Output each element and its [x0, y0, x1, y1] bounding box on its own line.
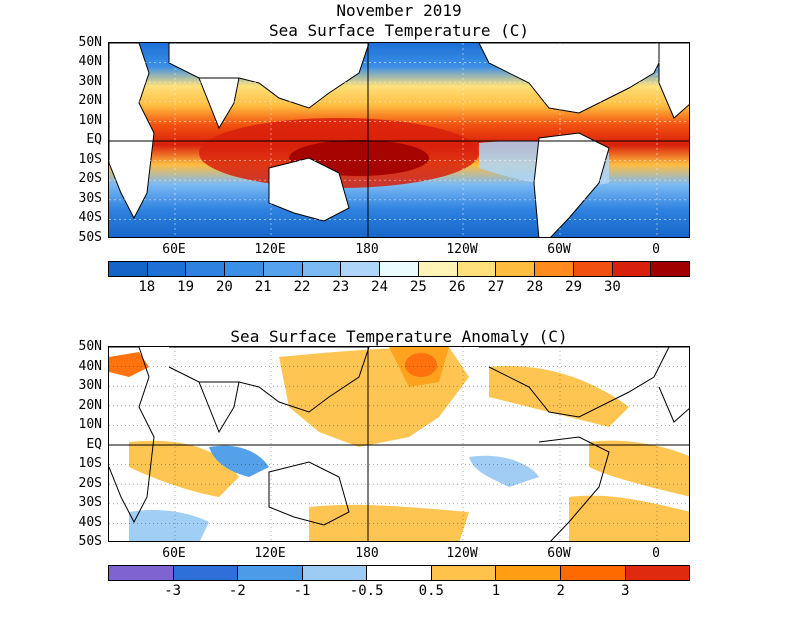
top-title-line1: November 2019 — [336, 1, 462, 20]
bottom-title: Sea Surface Temperature Anomaly (C) — [230, 327, 568, 346]
top-ylabel-10S: 10S — [78, 152, 102, 167]
top-xlabel-180: 180 — [355, 242, 379, 257]
sst-colorbar-label: 30 — [603, 279, 621, 295]
anomaly-colorbar-swatch — [625, 566, 690, 580]
sst-colorbar-swatch — [535, 262, 574, 276]
bottom-xlabel-120E: 120E — [254, 546, 286, 561]
anomaly-colorbar-label: 2 — [556, 583, 565, 599]
sst-colorbar-swatch — [225, 262, 264, 276]
top-ylabel-30S: 30S — [78, 191, 102, 206]
top-ylabel-20S: 20S — [78, 171, 102, 186]
anomaly-colorbar-swatch — [173, 566, 239, 580]
sst-colorbar — [108, 261, 690, 277]
anomaly-colorbar-label: 3 — [621, 583, 630, 599]
top-ylabel-50S: 50S — [78, 230, 102, 245]
top-xlabel-60E: 60E — [162, 242, 186, 257]
sst-colorbar-label: 19 — [177, 279, 195, 295]
anomaly-colorbar-swatch — [496, 566, 561, 580]
sst-colorbar-label: 22 — [293, 279, 311, 295]
sst-anomaly-map — [108, 346, 690, 542]
bottom-ylabel-20S: 20S — [78, 476, 102, 491]
bottom-ylabel-30S: 30S — [78, 495, 102, 510]
sst-colorbar-swatch — [302, 262, 342, 276]
sst-colorbar-swatch — [147, 262, 187, 276]
bottom-ylabel-20N: 20N — [78, 398, 102, 413]
bottom-ylabel-40S: 40S — [78, 515, 102, 530]
sst-colorbar-label: 28 — [526, 279, 544, 295]
anomaly-colorbar-swatch — [109, 566, 174, 580]
bottom-ylabel-50N: 50N — [78, 339, 102, 354]
sst-colorbar-swatch — [380, 262, 419, 276]
sst-colorbar-label: 25 — [409, 279, 427, 295]
sst-colorbar-label: 26 — [448, 279, 466, 295]
bottom-xlabel-180: 180 — [355, 546, 379, 561]
anomaly-colorbar-label: 1 — [491, 583, 501, 599]
sst-colorbar-label: 24 — [371, 279, 389, 295]
top-ylabel-30N: 30N — [78, 74, 102, 89]
bottom-ylabel-40N: 40N — [78, 359, 102, 374]
anomaly-colorbar-label: -0.5 — [349, 583, 384, 599]
sst-colorbar-label: 20 — [215, 279, 233, 295]
anomaly-colorbar-swatch — [302, 566, 368, 580]
bottom-xlabel-0: 0 — [652, 546, 660, 561]
top-xlabel-60W: 60W — [547, 242, 571, 257]
top-ylabel-40N: 40N — [78, 54, 102, 69]
sst-colorbar-swatch — [496, 262, 536, 276]
anomaly-colorbar-swatch — [431, 566, 497, 580]
top-ylabel-20N: 20N — [78, 93, 102, 108]
bottom-ylabel-10N: 10N — [78, 417, 102, 432]
anomaly-colorbar — [108, 565, 690, 581]
sst-colorbar-swatch — [573, 262, 613, 276]
anomaly-colorbar-swatch — [560, 566, 626, 580]
sst-colorbar-swatch — [457, 262, 497, 276]
sst-colorbar-label: 23 — [332, 279, 350, 295]
top-xlabel-120W: 120W — [446, 242, 478, 257]
sst-colorbar-swatch — [612, 262, 652, 276]
sst-colorbar-label: 21 — [254, 279, 272, 295]
top-ylabel-EQ: EQ — [86, 132, 102, 147]
sst-colorbar-label: 27 — [487, 279, 505, 295]
sst-colorbar-swatch — [341, 262, 381, 276]
sst-colorbar-label: 29 — [565, 279, 583, 295]
bottom-xlabel-120W: 120W — [446, 546, 478, 561]
anomaly-colorbar-swatch — [238, 566, 303, 580]
top-xlabel-120E: 120E — [254, 242, 286, 257]
anomaly-colorbar-label: 0.5 — [418, 583, 444, 599]
anomaly-colorbar-label: -1 — [293, 583, 311, 599]
top-ylabel-10N: 10N — [78, 113, 102, 128]
sst-colorbar-swatch — [418, 262, 458, 276]
bottom-ylabel-50S: 50S — [78, 534, 102, 549]
sst-colorbar-swatch — [651, 262, 690, 276]
top-ylabel-40S: 40S — [78, 210, 102, 225]
bottom-xlabel-60W: 60W — [547, 546, 571, 561]
top-ylabel-50N: 50N — [78, 35, 102, 50]
anomaly-colorbar-label: -2 — [228, 583, 246, 599]
anomaly-colorbar-swatch — [367, 566, 432, 580]
anomaly-colorbar-label: -3 — [164, 583, 182, 599]
bottom-ylabel-10S: 10S — [78, 456, 102, 471]
sst-colorbar-label: 18 — [138, 279, 156, 295]
sst-colorbar-swatch — [263, 262, 303, 276]
top-title-line2: Sea Surface Temperature (C) — [268, 21, 530, 40]
sst-colorbar-swatch — [109, 262, 148, 276]
bottom-xlabel-60E: 60E — [162, 546, 186, 561]
sst-colorbar-swatch — [186, 262, 226, 276]
top-xlabel-0: 0 — [652, 242, 660, 257]
bottom-ylabel-30N: 30N — [78, 378, 102, 393]
bottom-ylabel-EQ: EQ — [86, 437, 102, 452]
sst-map — [108, 42, 690, 238]
